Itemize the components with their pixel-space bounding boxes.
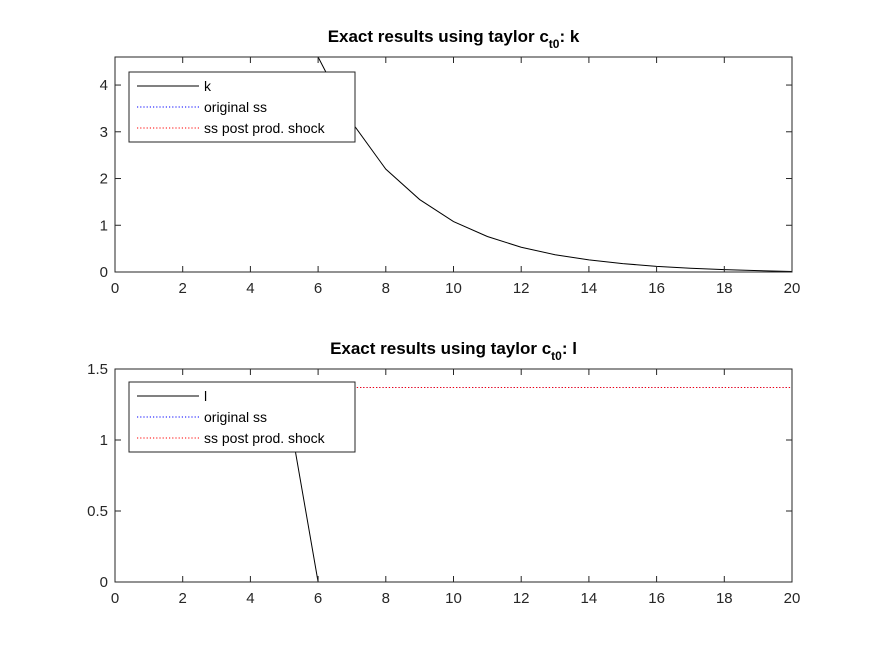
y-tick-label: 4 bbox=[100, 77, 108, 94]
y-tick-label: 2 bbox=[100, 171, 108, 188]
x-tick-label: 6 bbox=[314, 280, 322, 297]
x-tick-label: 12 bbox=[513, 280, 530, 297]
x-tick-label: 18 bbox=[716, 280, 733, 297]
chart-panel-2: 0 2 4 6 8 10 12 14 16 18 20 0 0.5 1 1.5 Exact results u… bbox=[87, 339, 800, 607]
x-tick-label: 2 bbox=[179, 590, 187, 607]
x-tick-label: 10 bbox=[445, 280, 462, 297]
legend-label: k bbox=[204, 78, 212, 94]
x-tick-label: 14 bbox=[581, 280, 598, 297]
x-tick-label: 8 bbox=[382, 280, 390, 297]
chart-title: Exact results using taylor ct0: l bbox=[330, 339, 577, 363]
x-tick-label: 14 bbox=[581, 590, 598, 607]
legend-label: ss post prod. shock bbox=[204, 430, 326, 446]
chart-title: Exact results using taylor ct0: k bbox=[328, 27, 580, 51]
x-tick-label: 20 bbox=[784, 280, 801, 297]
y-tick-label: 1 bbox=[100, 217, 108, 234]
legend-label: original ss bbox=[204, 409, 267, 425]
x-tick-label: 12 bbox=[513, 590, 530, 607]
legend-label: l bbox=[204, 388, 207, 404]
y-tick-label: 0.5 bbox=[87, 503, 108, 520]
x-tick-label: 20 bbox=[784, 590, 801, 607]
x-tick-label: 6 bbox=[314, 590, 322, 607]
y-tick-label: 3 bbox=[100, 124, 108, 141]
legend: k original ss ss post prod. shock bbox=[128, 71, 356, 143]
legend-label: original ss bbox=[204, 99, 267, 115]
x-tick-label: 0 bbox=[111, 280, 119, 297]
legend-label: ss post prod. shock bbox=[204, 120, 326, 136]
y-tick-label: 0 bbox=[100, 574, 108, 591]
x-tick-label: 0 bbox=[111, 590, 119, 607]
x-tick-label: 18 bbox=[716, 590, 733, 607]
x-tick-label: 10 bbox=[445, 590, 462, 607]
y-tick-label: 1.5 bbox=[87, 361, 108, 378]
x-tick-label: 4 bbox=[246, 590, 254, 607]
x-tick-label: 16 bbox=[648, 590, 665, 607]
x-tick-label: 16 bbox=[648, 280, 665, 297]
y-tick-label: 1 bbox=[100, 432, 108, 449]
y-tick-label: 0 bbox=[100, 264, 108, 281]
x-tick-label: 2 bbox=[179, 280, 187, 297]
x-tick-label: 4 bbox=[246, 280, 254, 297]
x-tick-label: 8 bbox=[382, 590, 390, 607]
legend: l original ss ss post prod. shock bbox=[128, 381, 356, 453]
